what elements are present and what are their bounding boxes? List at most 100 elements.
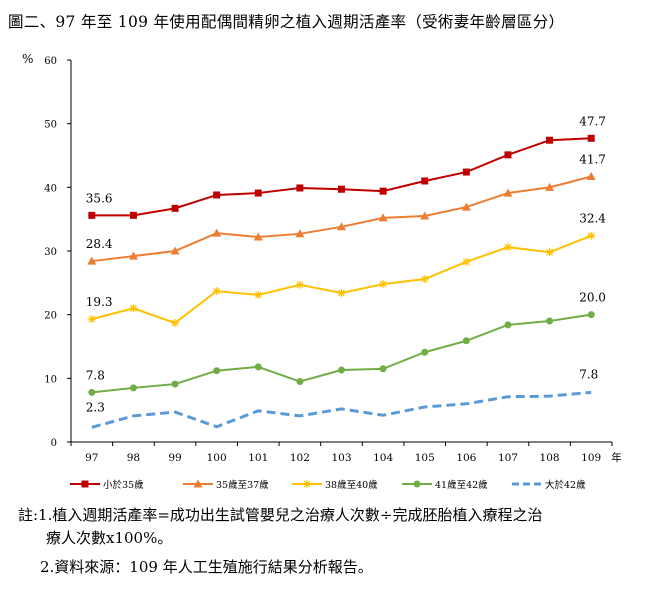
legend-label: 35歲至37歲 (216, 479, 269, 491)
legend-label: 小於35歲 (103, 479, 144, 491)
data-point (213, 191, 221, 199)
legend-marker (303, 480, 311, 488)
x-tick-label: 97 (85, 452, 98, 464)
data-label-last: 41.7 (579, 153, 606, 167)
data-point (545, 248, 554, 257)
data-point (88, 388, 96, 396)
x-tick-label: 107 (498, 452, 518, 464)
data-point (462, 337, 470, 345)
data-point (586, 172, 596, 181)
data-point (504, 151, 512, 159)
data-point (503, 243, 512, 252)
y-tick-label: 0 (51, 438, 57, 449)
data-point (421, 177, 429, 185)
note-1-line-1: 註:1.植入週期活產率=成功出生試管嬰兒之治療人次數÷完成胚胎植入療程之治 (18, 506, 543, 524)
data-point (253, 232, 263, 241)
data-point (546, 136, 554, 144)
y-tick-label: 50 (44, 120, 57, 131)
legend-label: 41歲至42歲 (435, 479, 488, 491)
x-tick-label: 102 (290, 452, 310, 464)
series-line-4 (91, 390, 592, 429)
y-tick-label: 10 (44, 374, 57, 385)
legend-marker (413, 480, 421, 488)
data-point (254, 189, 262, 197)
data-point (87, 256, 97, 265)
data-point (338, 185, 345, 193)
series-line-2 (91, 234, 592, 325)
series-line-0 (91, 137, 592, 217)
chart-title: 圖二、97 年至 109 年使用配偶間精卵之植入週期活產率（受術妻年齡層區分） (8, 13, 565, 31)
data-point (462, 257, 471, 266)
x-tick-label: 100 (207, 452, 227, 464)
data-point (171, 204, 179, 212)
data-point (420, 211, 430, 220)
data-label-first: 7.8 (86, 368, 105, 382)
data-point (212, 287, 221, 296)
x-tick-label: 101 (248, 452, 268, 464)
data-point (296, 184, 304, 192)
y-tick-label: 30 (44, 247, 57, 258)
data-point (171, 380, 179, 388)
data-point (503, 188, 513, 197)
data-point (587, 134, 595, 142)
data-label-first: 19.3 (86, 295, 113, 309)
y-tick-label: 40 (44, 183, 57, 194)
data-point (129, 304, 138, 313)
x-tick-label: 106 (456, 452, 476, 464)
legend-label: 38歲至40歲 (325, 479, 378, 491)
note-2: 2.資料來源：109 年人工生殖施行結果分析報告。 (40, 558, 373, 576)
x-tick-label: 99 (168, 452, 181, 464)
data-point (296, 378, 304, 386)
data-point (379, 280, 388, 289)
data-point (254, 290, 263, 299)
data-point (129, 211, 137, 219)
data-label-last: 47.7 (579, 114, 606, 128)
y-tick-label: 60 (44, 56, 57, 67)
data-point (421, 348, 429, 356)
data-point (88, 211, 96, 219)
data-point (171, 318, 180, 327)
data-point (170, 246, 180, 255)
legend-marker (81, 480, 89, 488)
data-label-last: 32.4 (579, 212, 606, 226)
data-label-last: 20.0 (579, 291, 606, 305)
y-axis-label: % (22, 52, 33, 66)
data-label-last: 7.8 (579, 367, 598, 381)
data-point (212, 228, 222, 237)
legend-label: 大於42歲 (545, 479, 586, 491)
series-line-3 (91, 313, 592, 394)
x-tick-label: 109 (581, 452, 601, 464)
data-point (420, 275, 429, 284)
y-tick-label: 20 (44, 311, 57, 322)
data-point (129, 384, 137, 392)
data-point (213, 367, 221, 375)
x-axis-label: 年 (611, 451, 622, 464)
data-point (87, 315, 96, 324)
data-label-first: 35.6 (86, 191, 113, 205)
x-tick-label: 103 (331, 452, 351, 464)
data-point (295, 229, 305, 238)
note-1-line-2: 療人次數x100%。 (46, 529, 173, 547)
data-point (545, 182, 555, 191)
data-point (295, 280, 304, 289)
x-tick-label: 98 (127, 452, 140, 464)
data-point (337, 222, 346, 231)
data-point (337, 289, 346, 298)
legend-marker (193, 479, 203, 488)
data-point (378, 213, 388, 222)
data-point (587, 311, 595, 319)
data-point (128, 251, 138, 260)
data-point (546, 317, 554, 325)
data-point (504, 321, 512, 329)
x-tick-label: 105 (415, 452, 435, 464)
x-tick-label: 104 (373, 452, 393, 464)
data-point (587, 231, 596, 240)
data-label-first: 2.3 (86, 400, 105, 414)
data-point (254, 363, 262, 371)
data-point (461, 202, 471, 211)
data-label-first: 28.4 (86, 237, 113, 251)
x-tick-label: 108 (540, 452, 560, 464)
data-point (379, 187, 387, 195)
data-point (462, 168, 470, 176)
